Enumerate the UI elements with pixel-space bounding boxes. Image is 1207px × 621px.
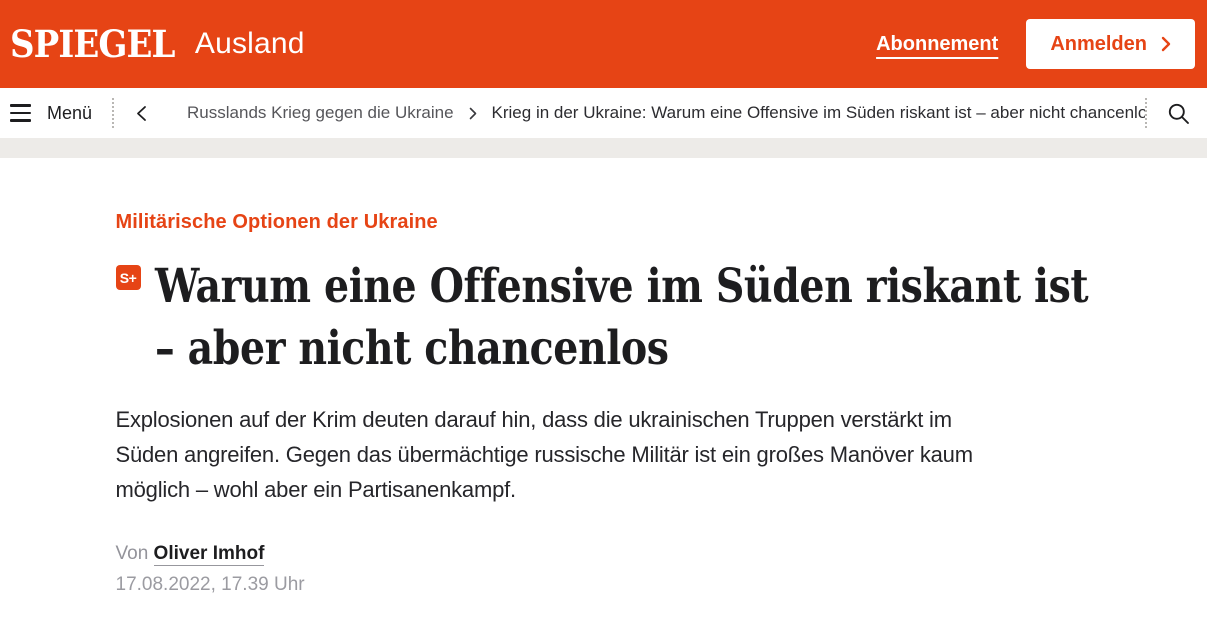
s-plus-premium-badge: S+ <box>115 265 141 290</box>
breadcrumb: Russlands Krieg gegen die Ukraine Krieg … <box>187 103 1145 123</box>
hamburger-icon <box>10 104 31 122</box>
chevron-right-icon <box>1161 36 1171 52</box>
author-link[interactable]: Oliver Imhof <box>153 543 265 566</box>
chevron-left-icon <box>136 105 147 122</box>
headline-row: S+ Warum eine Offensive im Süden riskant… <box>115 256 1092 380</box>
vertical-divider <box>112 98 115 128</box>
anmelden-button-label: Anmelden <box>1050 32 1147 55</box>
menu-button[interactable]: Menü <box>10 103 92 124</box>
intro-line-2: Süden angreifen. Gegen das übermächtige … <box>115 442 974 467</box>
breadcrumb-current: Krieg in der Ukraine: Warum eine Offensi… <box>491 103 1145 122</box>
anmelden-button[interactable]: Anmelden <box>1026 19 1195 69</box>
article: Militärische Optionen der Ukraine S+ War… <box>115 210 1092 596</box>
publish-date: 17.08.2022, 17.39 Uhr <box>115 574 305 595</box>
article-kicker: Militärische Optionen der Ukraine <box>115 211 438 233</box>
byline: Von Oliver Imhof <box>115 543 1092 566</box>
chevron-right-icon <box>469 107 477 120</box>
header-actions: Abonnement Anmelden <box>876 19 1195 69</box>
headline-line-1: Warum eine Offensive im Süden riskant is… <box>154 259 1089 314</box>
vertical-divider <box>1145 98 1147 128</box>
breadcrumb-back-button[interactable] <box>134 105 149 122</box>
article-headline: Warum eine Offensive im Süden riskant is… <box>155 256 1207 380</box>
search-button[interactable] <box>1167 102 1190 125</box>
article-intro: Explosionen auf der Krim deuten darauf h… <box>116 402 1092 507</box>
intro-line-3: möglich – wohl aber ein Partisanenkampf. <box>115 477 517 502</box>
intro-line-1: Explosionen auf der Krim deuten darauf h… <box>115 407 953 432</box>
byline-prefix: Von <box>115 543 149 564</box>
search-icon <box>1167 102 1190 125</box>
breadcrumb-parent-link[interactable]: Russlands Krieg gegen die Ukraine <box>187 103 454 122</box>
headline-line-2: – aber nicht chancenlos <box>154 321 669 376</box>
top-header: SPIEGEL Ausland Abonnement Anmelden <box>0 0 1207 88</box>
abonnement-link[interactable]: Abonnement <box>876 32 999 55</box>
separator-band <box>0 138 1207 158</box>
section-title[interactable]: Ausland <box>194 27 305 60</box>
spiegel-logo[interactable]: SPIEGEL <box>10 22 175 66</box>
menu-label: Menü <box>47 102 93 123</box>
nav-bar: Menü Russlands Krieg gegen die Ukraine K… <box>0 88 1207 138</box>
